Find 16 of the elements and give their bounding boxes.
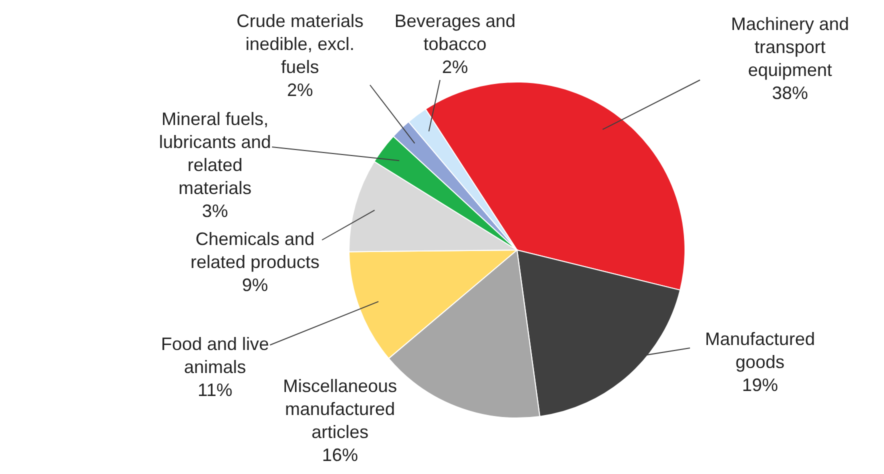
data-label: 38% [772, 83, 808, 103]
data-label: 2% [286, 80, 314, 100]
data-label: 11% [198, 380, 232, 400]
slice-label: Machinery and transport equipment [730, 14, 850, 80]
slice-label: Mineral fuels, lubricants and related materials [158, 109, 272, 198]
slice-label: Chemicals and related products [190, 229, 320, 272]
data-label: 3% [202, 201, 228, 221]
slice-label: Miscellaneous manufactured articles [282, 376, 398, 442]
data-label: 19% [742, 375, 778, 395]
slice-label: Food and live animals [160, 334, 270, 377]
data-label: 16% [322, 445, 358, 465]
data-label: 9% [242, 275, 268, 295]
slice-label: Manufactured goods [704, 329, 816, 372]
data-label: 2% [442, 57, 468, 77]
slice-label: Beverages and tobacco [394, 11, 516, 54]
slice-label: Crude materials inedible, excl. fuels [236, 11, 364, 77]
